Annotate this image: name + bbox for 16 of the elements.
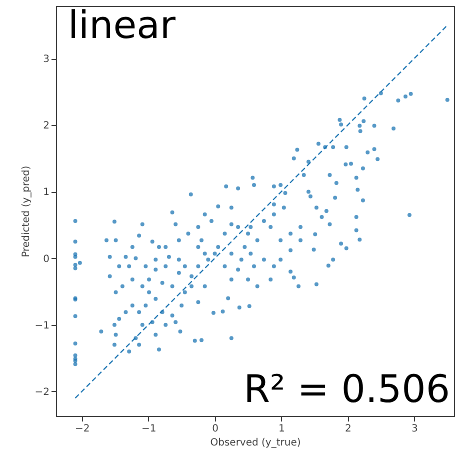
y-tick-label: −1 bbox=[34, 320, 50, 332]
x-axis-title: Observed (y_true) bbox=[210, 438, 301, 448]
x-tick-label: −2 bbox=[75, 424, 90, 434]
y-tick-label: 3 bbox=[43, 54, 50, 66]
x-tick-label: 3 bbox=[411, 424, 418, 434]
x-tick-label: 0 bbox=[212, 424, 218, 434]
x-tick-label: 2 bbox=[345, 424, 352, 434]
x-tick-label: 1 bbox=[278, 424, 285, 434]
annotation: R² = 0.506 bbox=[244, 367, 450, 411]
y-axis-title: Predicted (y_pred) bbox=[20, 166, 32, 258]
y-tick-label: 2 bbox=[43, 120, 50, 132]
y-tick-label: 1 bbox=[43, 187, 50, 198]
y-tick-label: −2 bbox=[34, 386, 50, 398]
x-tick-label: −1 bbox=[141, 424, 156, 434]
y-tick-label: 0 bbox=[43, 254, 50, 265]
chart-title: linear bbox=[68, 3, 176, 47]
